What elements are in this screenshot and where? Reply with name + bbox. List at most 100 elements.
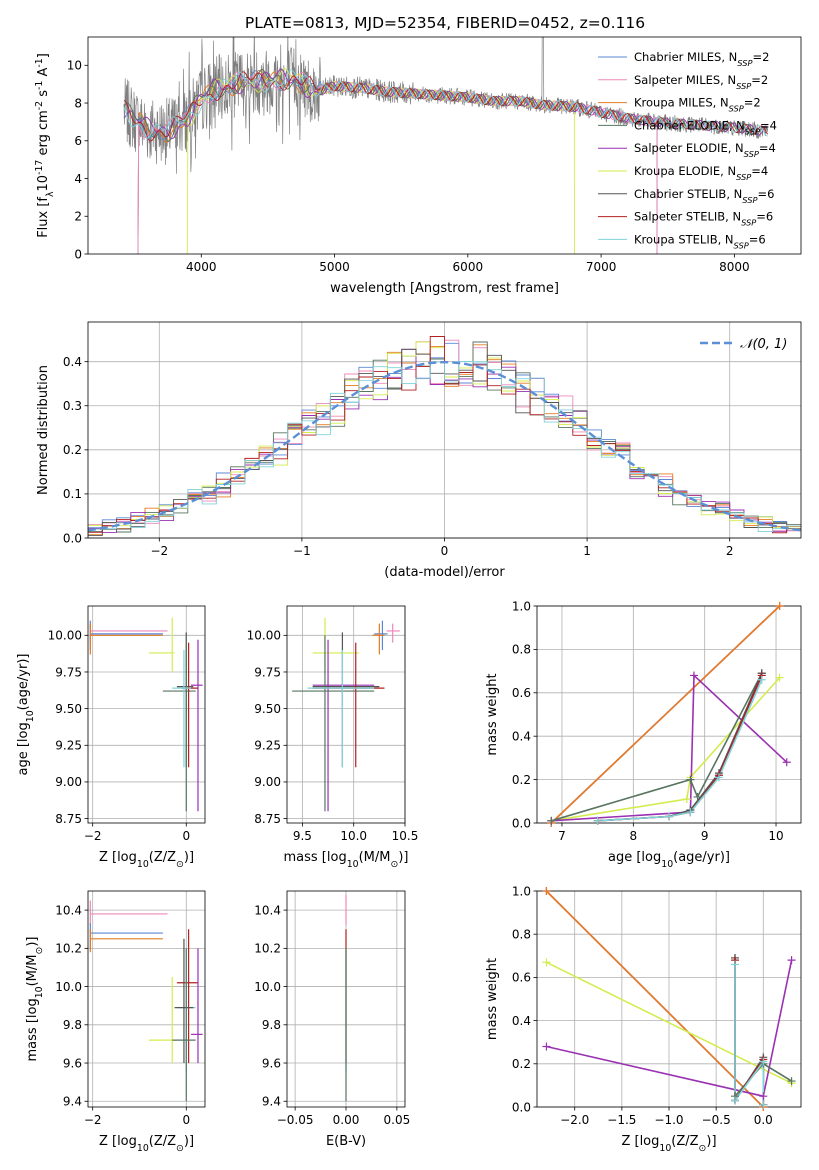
y-axis-label: mass [log10(M/M⊙)] <box>25 937 45 1062</box>
x-tick-label: 7 <box>558 829 566 843</box>
x-axis-label: mass [log10(M/M⊙)] <box>284 850 409 870</box>
model-spectrum <box>123 69 768 139</box>
normal-curve <box>88 360 801 532</box>
weight-series <box>546 961 792 1084</box>
x-tick-label: 0 <box>182 829 190 843</box>
legend-label: Salpeter MILES, NSSP=2 <box>634 73 768 91</box>
chart-weight-vs-Z: −2.0 −1.5 −1.0 −0.5 0.0 0.0 0.2 0.4 0.6 0.8 1.0 Z [… <box>485 884 802 1154</box>
y-tick-label: 9.25 <box>254 739 281 753</box>
y-tick-label: 8.75 <box>55 812 82 826</box>
x-tick-label: 2 <box>726 544 734 558</box>
x-tick-label: −0.05 <box>277 1113 314 1127</box>
chart-mass-vs-ebv: −0.05 0.00 0.05 9.4 9.6 9.8 10.0 10.2 10.4 E(B-V) <box>254 890 410 1149</box>
weight-series <box>551 673 788 822</box>
y-tick-label: 8 <box>74 96 82 110</box>
x-axis-label: Z [log10(Z/Z⊙)] <box>99 850 194 870</box>
weight-point <box>787 956 796 965</box>
observed-spectrum <box>123 37 769 174</box>
y-tick-label: 0 <box>74 247 82 261</box>
x-tick-label: 8000 <box>719 260 750 274</box>
axes-frame <box>536 605 802 824</box>
y-tick-label: 0.1 <box>63 487 82 501</box>
x-tick-label: −2 <box>150 544 168 558</box>
x-tick-label: −1.0 <box>654 1113 683 1127</box>
chart-weight-vs-age: 7 8 9 10 0.0 0.2 0.4 0.6 0.8 1.0 age [log10(age/yr… <box>485 599 802 870</box>
plot-area <box>123 37 769 254</box>
weight-point <box>759 1100 768 1109</box>
y-tick-label: 10.00 <box>247 629 281 643</box>
weight-series <box>545 891 764 1107</box>
legend-label: Kroupa ELODIE, NSSP=4 <box>634 164 768 182</box>
y-tick-label: 0.8 <box>512 928 531 942</box>
y-tick-label: 1.0 <box>512 599 531 613</box>
plot-area <box>545 891 793 1107</box>
legend-label: Kroupa STELIB, NSSP=6 <box>634 232 766 250</box>
chart-residuals: −2 −1 0 1 2 0.0 0.1 0.2 0.3 0.4 (data-model)/error… <box>36 321 802 580</box>
axes-frame <box>87 36 802 255</box>
y-tick-label: 9.8 <box>63 1018 82 1032</box>
y-tick-label: 9.50 <box>254 702 281 716</box>
weight-series <box>551 677 781 822</box>
chart-mass-vs-Z: −2 0 9.4 9.6 9.8 10.0 10.2 10.4 Z [log10(Z/Z⊙)] m… <box>25 890 206 1154</box>
weight-point <box>775 673 784 682</box>
x-tick-label: 9.5 <box>293 829 312 843</box>
weight-point <box>714 773 723 782</box>
y-tick-label: 0.2 <box>512 773 531 787</box>
y-tick-label: 9.25 <box>55 739 82 753</box>
weight-point <box>782 758 791 767</box>
weight-series <box>550 606 781 823</box>
x-tick-label: −2 <box>84 829 102 843</box>
x-tick-label: −1 <box>293 544 311 558</box>
y-tick-label: 9.4 <box>63 1095 82 1109</box>
weight-point <box>686 808 695 817</box>
x-axis-label: Z [log10(Z/Z⊙)] <box>621 1134 716 1154</box>
weight-point <box>759 1057 768 1066</box>
weight-point <box>731 1096 739 1105</box>
plot-area <box>550 606 788 823</box>
model-spectrum <box>123 69 769 142</box>
x-tick-label: 5000 <box>319 260 350 274</box>
x-tick-label: −1.5 <box>607 1113 636 1127</box>
x-axis-label: (data-model)/error <box>384 565 505 580</box>
y-tick-label: 0.0 <box>512 1100 531 1114</box>
x-tick-label: 10 <box>768 829 783 843</box>
weight-point <box>775 602 784 610</box>
legend-label: Salpeter ELODIE, NSSP=4 <box>634 141 776 159</box>
weight-point <box>787 1077 796 1086</box>
x-tick-label: 0.0 <box>754 1113 773 1127</box>
y-tick-label: 0.0 <box>63 531 82 545</box>
x-axis-label: age [log10(age/yr)] <box>608 850 730 870</box>
x-tick-label: 7000 <box>586 260 617 274</box>
plot-area <box>88 336 801 538</box>
figure-title: PLATE=0813, MJD=52354, FIBERID=0452, z=0… <box>245 14 645 32</box>
legend-label: Chabrier STELIB, NSSP=6 <box>634 187 774 205</box>
legend-label: Kroupa MILES, NSSP=2 <box>634 96 761 114</box>
legend-label: 𝒩(0, 1) <box>740 337 787 352</box>
x-tick-label: 0 <box>182 1113 190 1127</box>
y-tick-label: 10.4 <box>254 903 281 917</box>
y-tick-label: 9.6 <box>262 1056 281 1070</box>
y-tick-label: 9.8 <box>262 1018 281 1032</box>
weight-point <box>682 795 691 804</box>
legend: Chabrier MILES, NSSP=2 Salpeter MILES, NS… <box>598 50 777 250</box>
y-tick-label: 10 <box>67 59 82 73</box>
y-axis-label: Normed distribution <box>36 365 51 495</box>
y-tick-label: 0.3 <box>63 399 82 413</box>
y-axis-label: Flux [fλ10-17 erg cm-2 s-1 A-1] <box>34 53 56 238</box>
x-axis-label: Z [log10(Z/Z⊙)] <box>99 1134 194 1154</box>
y-tick-label: 9.50 <box>55 702 82 716</box>
x-tick-label: 0 <box>441 544 449 558</box>
y-axis-label: mass weight <box>485 673 500 755</box>
x-tick-label: 4000 <box>186 260 217 274</box>
y-tick-label: 0.6 <box>512 971 531 985</box>
weight-point <box>693 792 702 801</box>
weight-point <box>665 812 673 821</box>
x-tick-label: −2.0 <box>560 1113 589 1127</box>
weight-point <box>731 960 739 969</box>
weight-point <box>759 1092 768 1101</box>
x-tick-label: 10.0 <box>340 829 367 843</box>
chart-spectrum: 4000 5000 6000 7000 8000 0 2 4 6 8 10 wavelength [A… <box>34 36 802 296</box>
axes-frame <box>87 605 206 824</box>
